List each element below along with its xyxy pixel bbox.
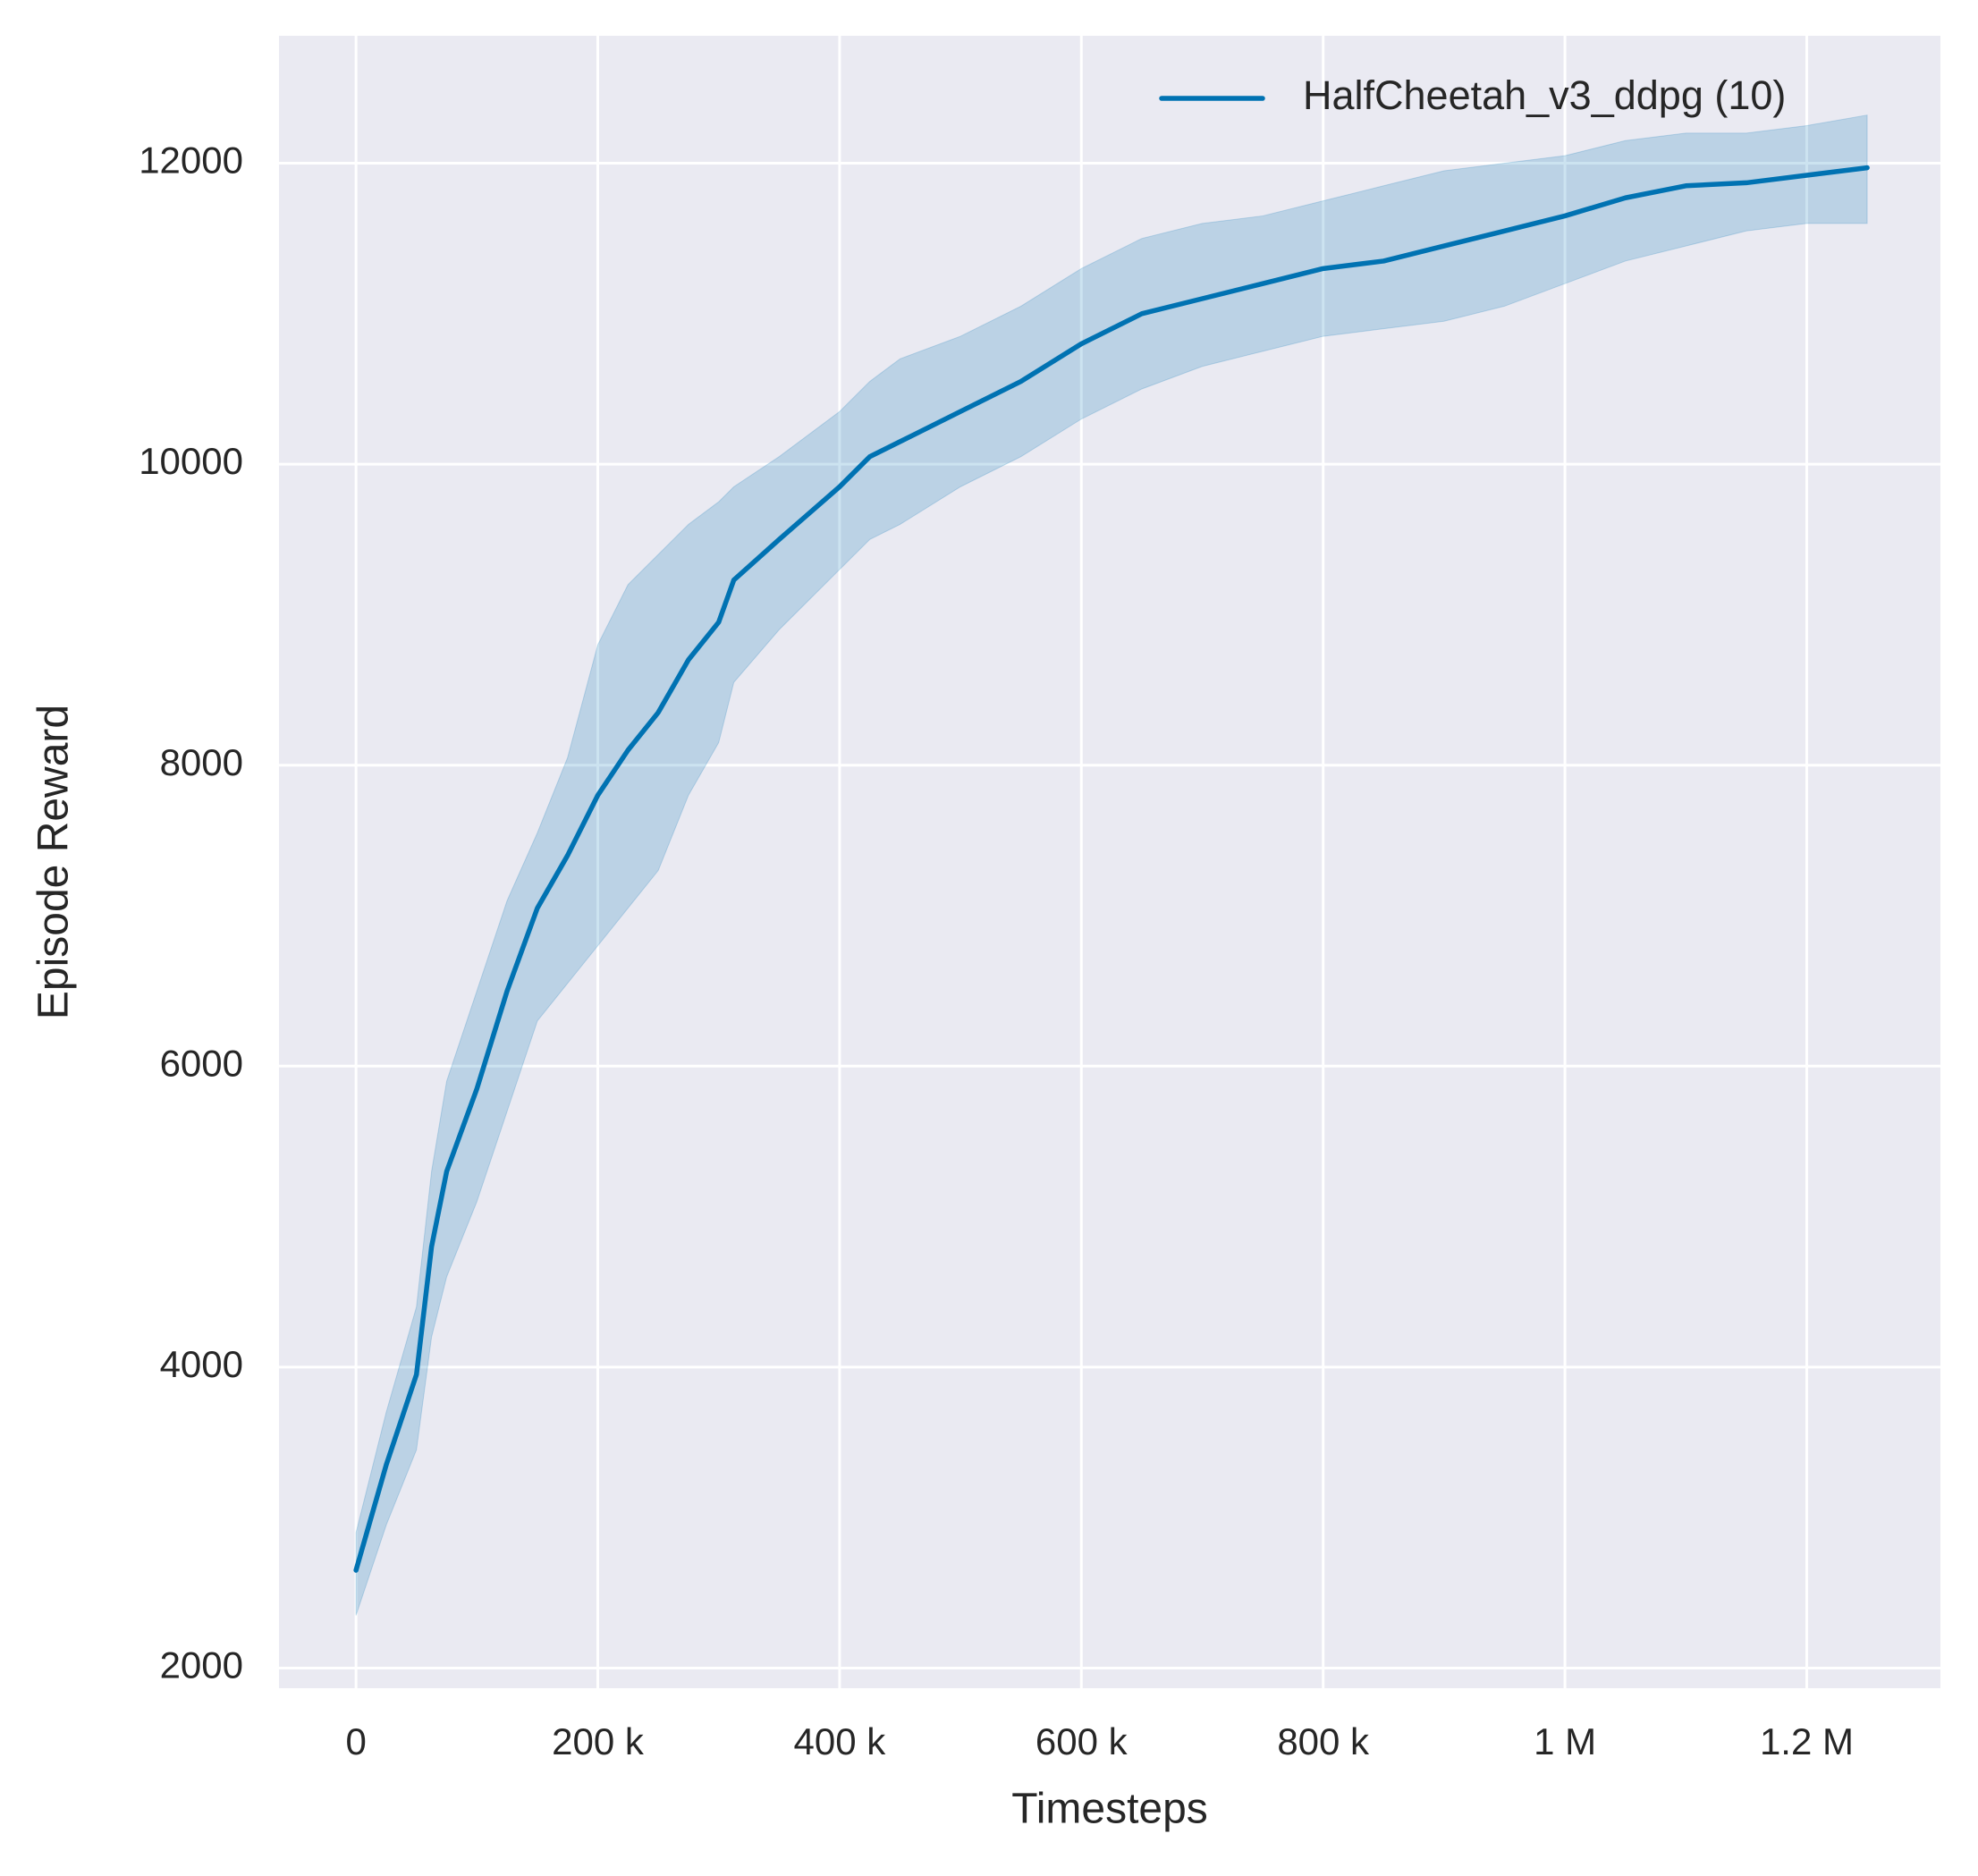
x-tick-label: 1.2 M <box>1760 1720 1854 1762</box>
y-tick-label: 2000 <box>160 1644 243 1686</box>
x-tick-label: 600 k <box>1035 1720 1128 1762</box>
x-tick-label: 800 k <box>1277 1720 1370 1762</box>
y-axis-label: Episode Reward <box>30 705 78 1019</box>
plot-area <box>279 36 1940 1688</box>
x-tick-label: 200 k <box>552 1720 645 1762</box>
x-tick-label: 0 <box>345 1720 366 1762</box>
legend-label: HalfCheetah_v3_ddpg (10) <box>1303 72 1786 118</box>
y-tick-label: 12000 <box>139 139 243 182</box>
x-axis-label: Timesteps <box>1011 1786 1208 1833</box>
x-tick-label: 1 M <box>1534 1720 1596 1762</box>
line <box>353 165 1870 1573</box>
error-band <box>355 114 1868 1616</box>
y-tick-label: 8000 <box>160 741 243 783</box>
y-tick-label: 10000 <box>139 440 243 482</box>
y-tick-label: 6000 <box>160 1042 243 1084</box>
x-tick-label: 400 k <box>794 1720 887 1762</box>
y-tick-label: 4000 <box>160 1343 243 1385</box>
